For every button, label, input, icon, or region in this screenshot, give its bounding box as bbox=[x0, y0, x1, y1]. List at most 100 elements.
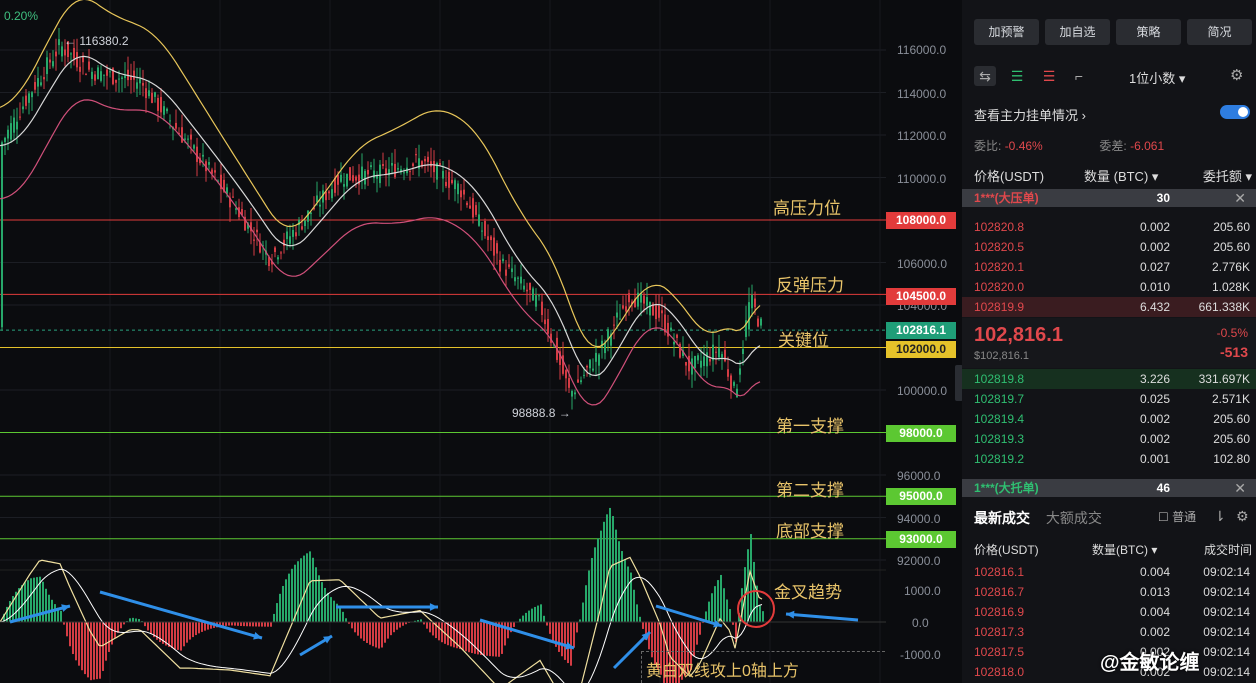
ask-row[interactable]: 102820.1 0.027 2.776K bbox=[962, 257, 1256, 277]
ask-row[interactable]: 102820.5 0.002 205.60 bbox=[962, 237, 1256, 257]
bid-row[interactable]: 102819.7 0.025 2.571K bbox=[962, 389, 1256, 409]
candle-body bbox=[316, 195, 318, 203]
row-price: 102817.3 bbox=[974, 625, 1025, 639]
book-depth-icon[interactable]: ⌐ bbox=[1074, 68, 1084, 84]
candle-body bbox=[67, 41, 69, 58]
candle-body bbox=[460, 190, 462, 198]
candle-body bbox=[115, 79, 117, 83]
candle-body bbox=[580, 380, 582, 383]
macd-histogram-bar bbox=[378, 622, 380, 649]
book-bids-icon[interactable]: ☰ bbox=[1010, 68, 1024, 84]
settings-icon[interactable]: ⚙ bbox=[1236, 508, 1249, 524]
main-force-link[interactable]: 查看主力挂单情况 › bbox=[974, 108, 1086, 123]
macd-histogram-bar bbox=[120, 622, 122, 629]
row-value: 205.60 bbox=[1213, 220, 1250, 234]
macd-histogram-bar bbox=[714, 586, 716, 622]
bid-row[interactable]: 102819.2 0.001 102.80 bbox=[962, 449, 1256, 469]
close-icon[interactable]: ✕ bbox=[1234, 190, 1246, 206]
add-watchlist-button[interactable]: 加自选 bbox=[1045, 19, 1110, 45]
candle-body bbox=[757, 318, 759, 327]
candle-body bbox=[481, 230, 483, 232]
normal-checkbox[interactable]: ☐ 普通 bbox=[1158, 510, 1197, 524]
price-tag-95000: 95000.0 bbox=[886, 488, 956, 505]
add-alert-button[interactable]: 加预警 bbox=[974, 19, 1039, 45]
candle-body bbox=[118, 78, 120, 80]
candle-body bbox=[97, 67, 99, 80]
bid-row[interactable]: 102819.8 3.226 331.697K bbox=[962, 369, 1256, 389]
ask-row[interactable]: 102820.8 0.002 205.60 bbox=[962, 217, 1256, 237]
macd-histogram-bar bbox=[312, 557, 314, 622]
ask-row[interactable]: 102819.9 6.432 661.338K bbox=[962, 297, 1256, 317]
price-chart[interactable]: 0.20% ← 116380.2 98888.8 → 116000.0 1140… bbox=[0, 0, 962, 683]
bid-row[interactable]: 102819.4 0.002 205.60 bbox=[962, 409, 1256, 429]
candle-body bbox=[523, 285, 525, 290]
macd-golden-cross-label: 金叉趋势 bbox=[774, 583, 842, 602]
qty-unit-select[interactable]: 数量 (BTC) ▾ bbox=[1084, 169, 1159, 184]
book-asks-icon[interactable]: ☰ bbox=[1042, 68, 1056, 84]
candle-body bbox=[334, 177, 336, 193]
candle-body bbox=[682, 350, 684, 356]
macd-histogram-bar bbox=[627, 566, 629, 622]
candle-body bbox=[58, 39, 60, 46]
tab-large-trades[interactable]: 大额成交 bbox=[1045, 510, 1102, 526]
close-icon[interactable]: ✕ bbox=[1234, 480, 1246, 496]
level-label-rebound-resistance: 反弹压力 bbox=[776, 276, 844, 295]
candle-body bbox=[640, 293, 642, 303]
macd-histogram-bar bbox=[654, 622, 656, 665]
tab-latest-trades[interactable]: 最新成交 bbox=[974, 510, 1030, 526]
trade-row[interactable]: 102818.0 0.002 09:02:14 bbox=[962, 662, 1256, 682]
candle-body bbox=[715, 351, 717, 353]
panel-resize-handle[interactable] bbox=[955, 365, 963, 401]
trade-row[interactable]: 102816.7 0.013 09:02:14 bbox=[962, 582, 1256, 602]
candle-body bbox=[736, 388, 738, 398]
y-tick: 106000.0 bbox=[897, 257, 948, 271]
filter-icon[interactable]: ⇂ bbox=[1214, 508, 1226, 524]
ask-row[interactable]: 102820.0 0.010 1.028K bbox=[962, 277, 1256, 297]
macd-histogram-bar bbox=[282, 585, 284, 622]
row-value: 331.697K bbox=[1198, 372, 1250, 386]
macd-histogram-bar bbox=[603, 521, 605, 622]
macd-histogram-bar bbox=[600, 530, 602, 622]
macd-histogram-bar bbox=[459, 622, 461, 649]
blue-arrow bbox=[655, 604, 723, 628]
candle-body bbox=[367, 169, 369, 175]
trade-row[interactable]: 102817.5 0.002 09:02:14 bbox=[962, 642, 1256, 662]
decimal-select[interactable]: 1位小数 ▾ bbox=[1129, 71, 1186, 86]
macd-histogram-bar bbox=[597, 538, 599, 622]
row-value: 205.60 bbox=[1213, 240, 1250, 254]
main-force-toggle[interactable] bbox=[1220, 105, 1250, 119]
candle-body bbox=[289, 236, 291, 244]
macd-histogram-bar bbox=[225, 622, 227, 626]
chart-canvas bbox=[0, 0, 886, 683]
trades-header: 价格(USDT) 数量(BTC) ▾ 成交时间 bbox=[974, 543, 1252, 557]
macd-histogram-bar bbox=[471, 622, 473, 654]
row-value: 2.571K bbox=[1211, 392, 1250, 406]
candle-body bbox=[382, 163, 384, 167]
blue-arrow-head bbox=[713, 619, 722, 628]
strategy-button[interactable]: 策略 bbox=[1116, 19, 1181, 45]
settings-icon[interactable]: ⚙ bbox=[1230, 67, 1244, 84]
trade-row[interactable]: 102816.1 0.004 09:02:14 bbox=[962, 562, 1256, 582]
macd-histogram-bar bbox=[591, 557, 593, 622]
bid-row[interactable]: 102819.3 0.002 205.60 bbox=[962, 429, 1256, 449]
book-both-icon[interactable]: ⇆ bbox=[974, 66, 996, 86]
macd-histogram-bar bbox=[576, 622, 578, 633]
top-change-label: 0.20% bbox=[4, 9, 39, 23]
overview-button[interactable]: 简况 bbox=[1187, 19, 1252, 45]
candle-body bbox=[73, 47, 75, 59]
amount-select[interactable]: 委托额 ▾ bbox=[1202, 169, 1252, 184]
macd-histogram-bar bbox=[399, 622, 401, 628]
macd-histogram-bar bbox=[96, 622, 98, 680]
macd-histogram-bar bbox=[159, 622, 161, 642]
candle-body bbox=[328, 191, 330, 194]
qty-unit-select[interactable]: 数量(BTC) ▾ bbox=[1092, 543, 1158, 557]
macd-histogram-bar bbox=[429, 622, 431, 633]
candle-body bbox=[424, 158, 426, 162]
candle-body bbox=[181, 127, 183, 143]
watermark: @金敏论缠 bbox=[1100, 652, 1200, 674]
macd-histogram-bar bbox=[660, 622, 662, 675]
trade-row[interactable]: 102817.3 0.002 09:02:14 bbox=[962, 622, 1256, 642]
macd-histogram-bar bbox=[438, 622, 440, 641]
macd-histogram-bar bbox=[384, 622, 386, 643]
trade-row[interactable]: 102816.9 0.004 09:02:14 bbox=[962, 602, 1256, 622]
